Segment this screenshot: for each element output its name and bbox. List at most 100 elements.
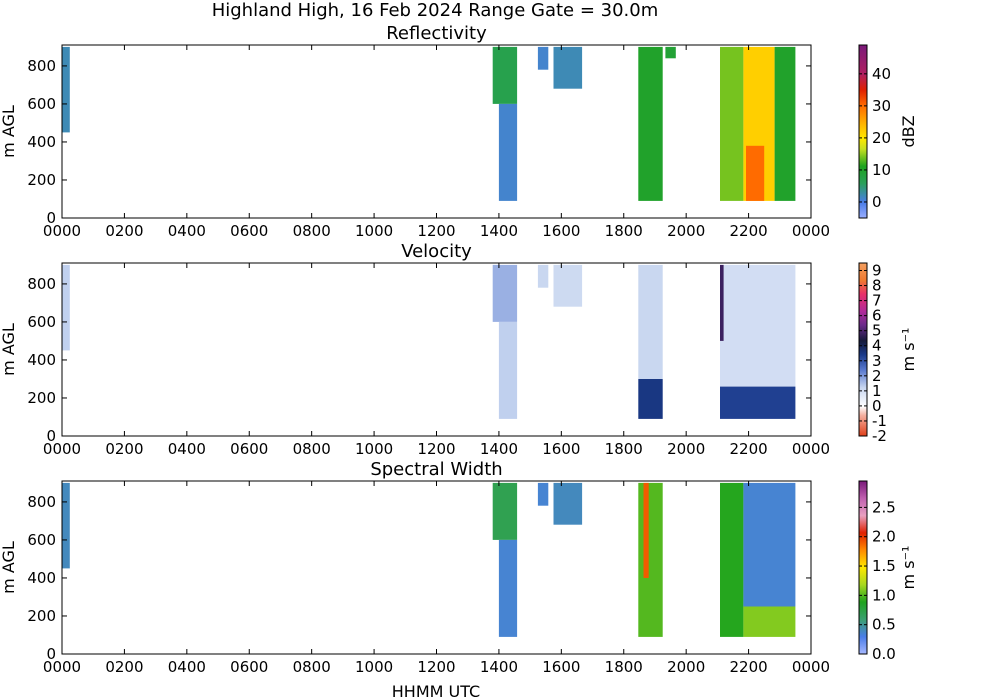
x-tick-label: 0400 [168, 658, 206, 676]
colorbar-tick-label: 5 [872, 322, 882, 340]
colorbar-tick-label: 1 [872, 382, 882, 400]
figure-title: Highland High, 16 Feb 2024 Range Gate = … [211, 0, 659, 21]
x-tick-label: 0000 [792, 222, 830, 240]
echo-block [537, 264, 549, 288]
x-tick-label: 1600 [542, 658, 580, 676]
x-tick-label: 1000 [355, 222, 393, 240]
echo-block [743, 606, 796, 637]
x-tick-label: 1400 [480, 440, 518, 458]
echo-block [720, 264, 796, 387]
y-tick-label: 600 [27, 95, 56, 113]
x-tick-label: 0400 [168, 440, 206, 458]
echo-block [720, 386, 796, 419]
colorbar-tick-label: 40 [872, 65, 891, 83]
x-tick-label: 0800 [293, 658, 331, 676]
colorbar-label: m s⁻¹ [899, 546, 918, 590]
echo-block [492, 482, 518, 540]
plot-frame [61, 262, 812, 437]
echo-block [638, 379, 663, 419]
x-tick-label: 1000 [355, 440, 393, 458]
y-tick-label: 200 [27, 171, 56, 189]
x-tick-label: 1200 [417, 222, 455, 240]
panel-title: Reflectivity [386, 23, 487, 44]
x-tick-label: 1200 [417, 440, 455, 458]
colorbar [858, 262, 868, 437]
echo-block [62, 46, 70, 133]
echo-block [62, 482, 70, 569]
echo-block [498, 103, 518, 201]
x-tick-label: 0800 [293, 440, 331, 458]
colorbar-tick-label: 0 [872, 193, 882, 211]
x-tick-label: 0200 [105, 658, 143, 676]
colorbar-tick-label: 2.0 [872, 528, 896, 546]
colorbar-tick-label: 2.5 [872, 498, 896, 516]
x-tick-label: 1200 [417, 658, 455, 676]
x-tick-label: 1400 [480, 658, 518, 676]
x-tick-label: 0800 [293, 222, 331, 240]
echo-block [638, 482, 663, 637]
echo-block [553, 46, 583, 89]
echo-block [638, 264, 663, 379]
echo-block [537, 482, 549, 506]
colorbar-tick-label: -2 [872, 427, 887, 445]
y-tick-label: 0 [46, 645, 56, 663]
x-tick-label: 0600 [230, 440, 268, 458]
x-tick-label: 1800 [605, 440, 643, 458]
colorbar-tick-label: 0 [872, 397, 882, 415]
x-tick-label: 0600 [230, 658, 268, 676]
y-tick-label: 800 [27, 275, 56, 293]
x-tick-label: 2200 [729, 658, 767, 676]
x-tick-label: 0000 [792, 658, 830, 676]
figure-x-axis-label: HHMM UTC [392, 682, 480, 700]
colorbar-label: m s⁻¹ [899, 328, 918, 372]
echo-block [720, 264, 724, 341]
x-tick-label: 0000 [43, 222, 81, 240]
colorbar-tick-label: 1.5 [872, 557, 896, 575]
echo-block [498, 321, 518, 419]
echo-block [743, 482, 796, 607]
colorbar-tick-label: 4 [872, 337, 882, 355]
x-tick-label: 0000 [43, 440, 81, 458]
echo-block [492, 264, 518, 322]
y-tick-label: 600 [27, 531, 56, 549]
y-tick-label: 200 [27, 607, 56, 625]
x-tick-label: 2000 [667, 658, 705, 676]
plot-frame [61, 44, 812, 219]
colorbar-tick-label: 30 [872, 97, 891, 115]
echo-block [638, 46, 663, 201]
echo-block [553, 482, 583, 525]
y-tick-label: 0 [46, 427, 56, 445]
x-tick-label: 2200 [729, 222, 767, 240]
x-tick-label: 0000 [43, 658, 81, 676]
plot-frame [61, 480, 812, 655]
y-tick-label: 400 [27, 351, 56, 369]
colorbar [858, 44, 868, 219]
echo-block [720, 46, 744, 201]
colorbar-tick-label: 9 [872, 262, 882, 280]
colorbar-tick-label: 20 [872, 129, 891, 147]
y-tick-label: 600 [27, 313, 56, 331]
echo-block [643, 482, 649, 578]
colorbar-tick-label: 10 [872, 161, 891, 179]
echo-block [553, 264, 583, 307]
colorbar-tick-label: 3 [872, 352, 882, 370]
y-axis-label: m AGL [0, 323, 18, 376]
y-tick-label: 800 [27, 57, 56, 75]
colorbar-tick-label: 2 [872, 367, 882, 385]
colorbar-tick-label: 7 [872, 292, 882, 310]
echo-block [537, 46, 549, 70]
y-tick-label: 0 [46, 209, 56, 227]
x-tick-label: 1000 [355, 658, 393, 676]
y-tick-label: 400 [27, 133, 56, 151]
echo-block [720, 482, 744, 637]
x-tick-label: 0200 [105, 222, 143, 240]
x-tick-label: 1600 [542, 222, 580, 240]
y-tick-label: 400 [27, 569, 56, 587]
colorbar-tick-label: 8 [872, 277, 882, 295]
y-axis-label: m AGL [0, 105, 18, 158]
colorbar-tick-label: 0.0 [872, 645, 896, 663]
echo-block [492, 46, 518, 104]
panel-1: Reflectivity 0000 0200 0 400 0 600 0800 1000 1200… [0, 23, 918, 240]
